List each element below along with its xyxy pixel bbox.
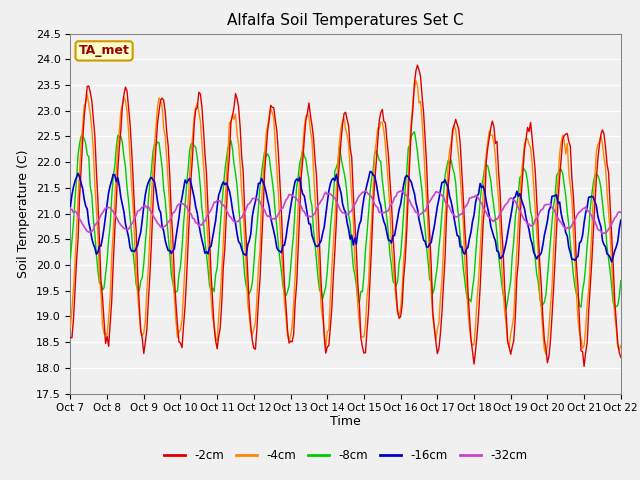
Text: TA_met: TA_met [79, 44, 129, 58]
Y-axis label: Soil Temperature (C): Soil Temperature (C) [17, 149, 30, 278]
X-axis label: Time: Time [330, 415, 361, 428]
Title: Alfalfa Soil Temperatures Set C: Alfalfa Soil Temperatures Set C [227, 13, 464, 28]
Legend: -2cm, -4cm, -8cm, -16cm, -32cm: -2cm, -4cm, -8cm, -16cm, -32cm [159, 444, 532, 467]
